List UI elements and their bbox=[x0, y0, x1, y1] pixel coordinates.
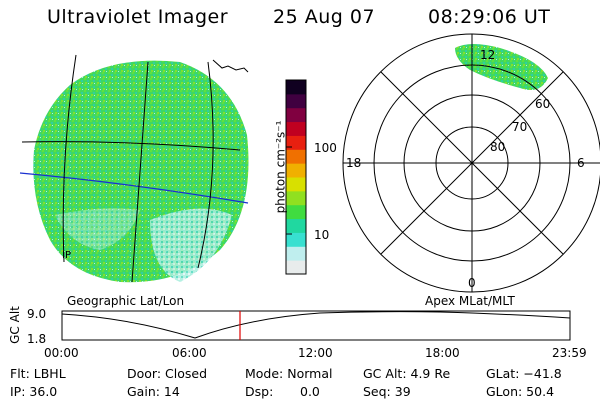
polar-plot bbox=[342, 33, 600, 293]
gc-alt-status: GC Alt: 4.9 Re bbox=[363, 366, 451, 381]
x-tick-3: 18:00 bbox=[425, 346, 460, 360]
colorbar-segment bbox=[286, 190, 306, 206]
lon-line-3 bbox=[197, 61, 214, 269]
date-label: 25 Aug 07 bbox=[273, 6, 376, 28]
colorbar-segment bbox=[286, 177, 306, 192]
colorbar-tick-10: 10 bbox=[314, 228, 330, 242]
x-tick-2: 12:00 bbox=[298, 346, 333, 360]
lon-line-1 bbox=[62, 54, 77, 263]
gain-status: Gain: 14 bbox=[127, 384, 180, 399]
colorbar-segment bbox=[286, 93, 306, 109]
instrument-title: Ultraviolet Imager bbox=[47, 6, 229, 28]
lat-80-label: 80 bbox=[490, 140, 506, 154]
colorbar-frame bbox=[285, 79, 307, 275]
mlt-0-label: 0 bbox=[468, 276, 476, 290]
colorbar-segment bbox=[286, 149, 306, 164]
colorbar bbox=[285, 79, 307, 275]
x-tick-0: 00:00 bbox=[44, 346, 79, 360]
altitude-curve bbox=[61, 311, 571, 339]
colorbar-segment bbox=[286, 246, 306, 261]
door-status: Door: Closed bbox=[127, 366, 208, 381]
mode-status: Mode: Normal bbox=[245, 366, 333, 381]
colorbar-segment bbox=[286, 204, 306, 220]
mlt-12-label: 12 bbox=[480, 48, 496, 62]
lat-60-label: 60 bbox=[535, 97, 551, 111]
colorbar-segment bbox=[286, 121, 306, 136]
altitude-ymin: 1.8 bbox=[27, 332, 47, 346]
altitude-plot bbox=[61, 310, 571, 341]
filter-status: Flt: LBHL bbox=[10, 366, 66, 381]
dayside-glow bbox=[150, 208, 232, 282]
right-panel-caption: Apex MLat/MLT bbox=[425, 294, 515, 308]
coastline bbox=[212, 59, 249, 73]
colorbar-segment bbox=[286, 163, 306, 178]
seq-status: Seq: 39 bbox=[363, 384, 411, 399]
dim-band bbox=[55, 208, 140, 250]
altitude-ylabel: GC Alt bbox=[7, 306, 22, 344]
glat-status: GLat: −41.8 bbox=[486, 366, 562, 381]
mlt-18-label: 18 bbox=[346, 156, 362, 170]
ip-status: IP: 36.0 bbox=[10, 384, 58, 399]
colorbar-segment bbox=[286, 80, 306, 95]
mlt-6-label: 6 bbox=[577, 156, 585, 170]
auroral-oval bbox=[455, 44, 548, 91]
colorbar-segment bbox=[286, 135, 306, 150]
ip-corner-label: IP bbox=[62, 250, 71, 261]
lon-line-2 bbox=[131, 61, 149, 283]
colorbar-segment bbox=[286, 232, 306, 247]
glon-status: GLon: 50.4 bbox=[486, 384, 555, 399]
colorbar-segment bbox=[286, 218, 306, 233]
altitude-ymax: 9.0 bbox=[27, 307, 47, 321]
colorbar-segment bbox=[286, 107, 306, 123]
dsp-label: Dsp: bbox=[245, 384, 274, 399]
lat-70-label: 70 bbox=[512, 120, 528, 134]
left-panel-caption: Geographic Lat/Lon bbox=[67, 294, 185, 308]
colorbar-segment bbox=[286, 260, 306, 275]
colorbar-unit-label: photon cm⁻²s⁻¹ bbox=[273, 120, 288, 214]
x-tick-4: 23:59 bbox=[552, 346, 587, 360]
equator-line bbox=[19, 172, 249, 204]
time-label: 08:29:06 UT bbox=[428, 6, 551, 28]
dsp-value: 0.0 bbox=[300, 384, 320, 399]
colorbar-tick-100: 100 bbox=[314, 141, 337, 155]
x-tick-1: 06:00 bbox=[172, 346, 207, 360]
